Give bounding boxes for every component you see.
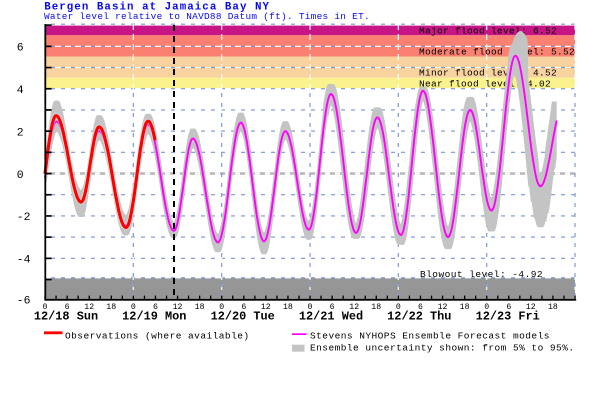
- svg-text:-6: -6: [17, 296, 31, 308]
- svg-text:-4: -4: [17, 255, 31, 267]
- svg-text:18: 18: [283, 303, 293, 312]
- svg-text:18: 18: [195, 303, 205, 312]
- svg-text:18: 18: [548, 303, 558, 312]
- svg-text:Moderate flood level: 5.52: Moderate flood level: 5.52: [419, 47, 575, 58]
- svg-text:0: 0: [131, 303, 136, 312]
- svg-text:6: 6: [506, 303, 511, 312]
- svg-text:12: 12: [438, 303, 448, 312]
- svg-text:6: 6: [330, 303, 335, 312]
- svg-text:Observations (where available): Observations (where available): [65, 331, 250, 342]
- svg-text:0: 0: [308, 303, 313, 312]
- svg-text:12: 12: [84, 303, 94, 312]
- svg-text:12/21 Wed: 12/21 Wed: [299, 310, 363, 324]
- svg-text:Minor flood level: 4.52: Minor flood level: 4.52: [419, 68, 557, 79]
- svg-text:12: 12: [173, 303, 183, 312]
- svg-text:0: 0: [17, 170, 24, 182]
- svg-text:12: 12: [349, 303, 359, 312]
- svg-text:0: 0: [484, 303, 489, 312]
- svg-text:6: 6: [65, 303, 70, 312]
- svg-text:18: 18: [460, 303, 470, 312]
- svg-text:Major flood level: 6.52: Major flood level: 6.52: [419, 25, 557, 36]
- svg-text:Stevens NYHOPS Ensemble Foreca: Stevens NYHOPS Ensemble Forecast models: [310, 331, 550, 342]
- svg-text:6: 6: [418, 303, 423, 312]
- svg-text:Blowout level: -4.92: Blowout level: -4.92: [420, 269, 543, 280]
- svg-text:0: 0: [396, 303, 401, 312]
- svg-text:Water level relative to NAVD88: Water level relative to NAVD88 Datum (ft…: [44, 11, 370, 22]
- svg-text:2: 2: [17, 127, 24, 139]
- svg-text:12/23 Fri: 12/23 Fri: [476, 310, 540, 324]
- svg-text:0: 0: [43, 303, 48, 312]
- svg-text:Near flood level: 4.02: Near flood level: 4.02: [419, 78, 551, 89]
- svg-text:12: 12: [526, 303, 536, 312]
- svg-text:4: 4: [17, 85, 24, 97]
- svg-text:12: 12: [261, 303, 271, 312]
- svg-text:12/19 Mon: 12/19 Mon: [122, 310, 186, 324]
- svg-text:18: 18: [106, 303, 116, 312]
- svg-text:0: 0: [219, 303, 224, 312]
- svg-text:6: 6: [241, 303, 246, 312]
- svg-text:6: 6: [153, 303, 158, 312]
- svg-text:Ensemble uncertainty shown: fr: Ensemble uncertainty shown: from 5% to 9…: [310, 343, 575, 354]
- svg-text:12/22 Thu: 12/22 Thu: [387, 310, 451, 324]
- svg-text:6: 6: [17, 43, 24, 55]
- svg-text:12/20 Tue: 12/20 Tue: [211, 310, 275, 324]
- svg-text:12/18 Sun: 12/18 Sun: [34, 310, 98, 324]
- svg-text:-2: -2: [17, 212, 31, 224]
- svg-text:Bergen Basin at Jamaica Bay NY: Bergen Basin at Jamaica Bay NY: [44, 2, 270, 14]
- svg-text:18: 18: [371, 303, 381, 312]
